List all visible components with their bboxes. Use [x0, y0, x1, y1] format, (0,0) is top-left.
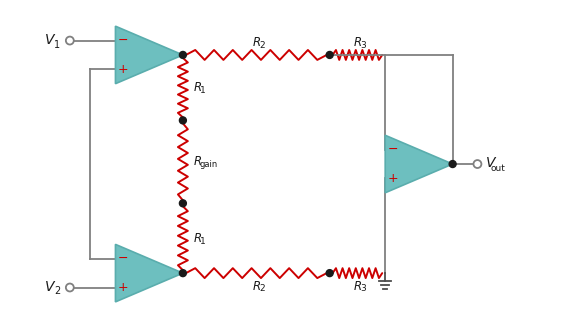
Polygon shape: [385, 135, 453, 193]
Text: 2: 2: [260, 285, 265, 293]
Text: −: −: [118, 252, 129, 265]
Text: out: out: [491, 164, 506, 172]
Circle shape: [449, 161, 456, 168]
Text: gain: gain: [200, 160, 218, 169]
Text: −: −: [118, 34, 129, 47]
Text: +: +: [388, 172, 398, 185]
Text: $V$: $V$: [44, 33, 56, 47]
Text: $R$: $R$: [252, 280, 261, 293]
Text: $R$: $R$: [193, 232, 202, 245]
Text: $R$: $R$: [353, 36, 362, 48]
Circle shape: [473, 160, 481, 168]
Text: +: +: [118, 63, 129, 76]
Text: $V$: $V$: [485, 156, 498, 170]
Text: −: −: [388, 143, 398, 156]
Circle shape: [66, 37, 74, 45]
Text: $R$: $R$: [252, 36, 261, 48]
Circle shape: [179, 117, 186, 124]
Circle shape: [326, 270, 333, 277]
Text: 3: 3: [361, 285, 366, 293]
Polygon shape: [116, 26, 183, 84]
Text: +: +: [118, 281, 129, 294]
Text: $R$: $R$: [193, 155, 202, 168]
Text: $R$: $R$: [353, 280, 362, 293]
Polygon shape: [116, 244, 183, 302]
Circle shape: [326, 51, 333, 58]
Text: 3: 3: [361, 41, 366, 49]
Circle shape: [179, 51, 186, 58]
Text: 1: 1: [200, 237, 206, 246]
Text: $R$: $R$: [193, 81, 202, 94]
Text: 1: 1: [200, 86, 206, 95]
Text: 2: 2: [260, 41, 265, 49]
Text: 1: 1: [54, 40, 60, 49]
Circle shape: [179, 200, 186, 207]
Circle shape: [179, 270, 186, 277]
Text: 2: 2: [54, 287, 60, 296]
Circle shape: [66, 284, 74, 291]
Text: $V$: $V$: [44, 280, 56, 294]
